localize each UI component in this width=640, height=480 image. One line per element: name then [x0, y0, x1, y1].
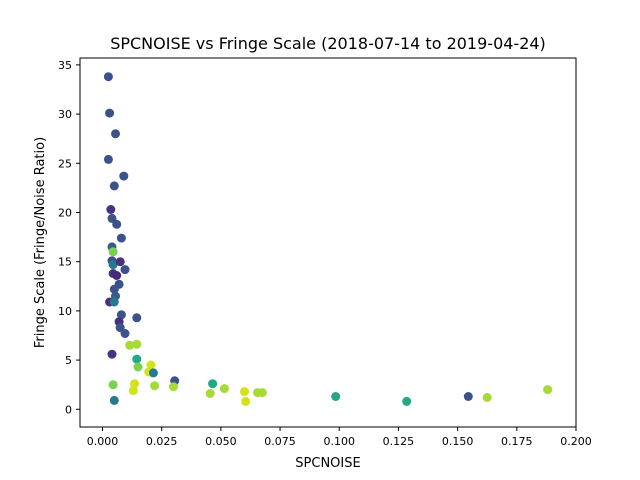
x-tick-label: 0.000 [87, 435, 119, 448]
x-tick-label: 0.075 [264, 435, 296, 448]
data-points [103, 72, 553, 406]
data-point [219, 384, 229, 394]
data-point [463, 392, 473, 401]
data-point [116, 310, 126, 320]
y-tick-label: 30 [58, 108, 72, 121]
y-axis-label: Fringe Scale (Fringe/Noise Ratio) [33, 137, 48, 348]
x-tick-label: 0.200 [560, 435, 592, 448]
data-point [115, 257, 125, 267]
data-point [257, 388, 267, 398]
data-point [107, 349, 117, 359]
data-point [241, 396, 251, 406]
data-point [109, 395, 119, 405]
y-tick-label: 25 [58, 157, 72, 170]
data-point [240, 387, 249, 397]
y-tick-label: 15 [58, 256, 72, 269]
y-tick-label: 5 [65, 354, 72, 367]
x-axis-ticks: 0.000 0.025 0.050 0.075 0.100 0.125 0.150 0.175… [87, 427, 592, 448]
x-axis-label: SPCNOISE [295, 456, 360, 471]
y-axis-ticks: 0 5 10 15 20 25 30 35 [58, 59, 80, 416]
data-point [132, 313, 142, 323]
x-tick-label: 0.125 [383, 435, 415, 448]
y-tick-label: 20 [58, 206, 72, 219]
data-point [109, 284, 119, 294]
data-point [205, 389, 215, 398]
data-point [106, 205, 116, 214]
data-point [128, 386, 138, 396]
data-point [108, 380, 118, 390]
data-point [130, 379, 139, 389]
data-point [103, 72, 113, 82]
y-tick-label: 10 [58, 305, 72, 318]
data-point [105, 108, 115, 118]
data-point [133, 362, 143, 372]
data-point [108, 260, 118, 270]
data-point [116, 233, 126, 243]
x-tick-label: 0.175 [501, 435, 533, 448]
data-point [543, 385, 553, 395]
data-point [125, 340, 135, 350]
data-point [402, 396, 412, 406]
data-point [150, 381, 160, 391]
data-point [109, 297, 119, 307]
data-point [208, 379, 218, 389]
data-point [482, 393, 492, 402]
plot-area-frame [79, 57, 577, 428]
data-point [112, 271, 122, 280]
data-point [132, 339, 142, 349]
data-point [146, 360, 156, 370]
data-point [331, 392, 341, 401]
x-tick-label: 0.100 [323, 435, 355, 448]
data-point [148, 368, 158, 378]
y-tick-label: 35 [58, 59, 72, 72]
data-point [169, 382, 178, 392]
x-tick-label: 0.150 [442, 435, 474, 448]
data-point [108, 247, 118, 257]
data-point [109, 181, 119, 191]
data-point [120, 265, 130, 275]
data-point [111, 129, 120, 139]
data-point [103, 154, 113, 164]
data-point [132, 354, 142, 364]
data-point [119, 171, 129, 181]
data-point [120, 329, 130, 338]
y-tick-label: 0 [65, 403, 72, 416]
x-tick-label: 0.050 [205, 435, 237, 448]
data-point [112, 219, 122, 229]
x-tick-label: 0.025 [146, 435, 178, 448]
chart-title: SPCNOISE vs Fringe Scale (2018-07-14 to … [110, 34, 546, 53]
